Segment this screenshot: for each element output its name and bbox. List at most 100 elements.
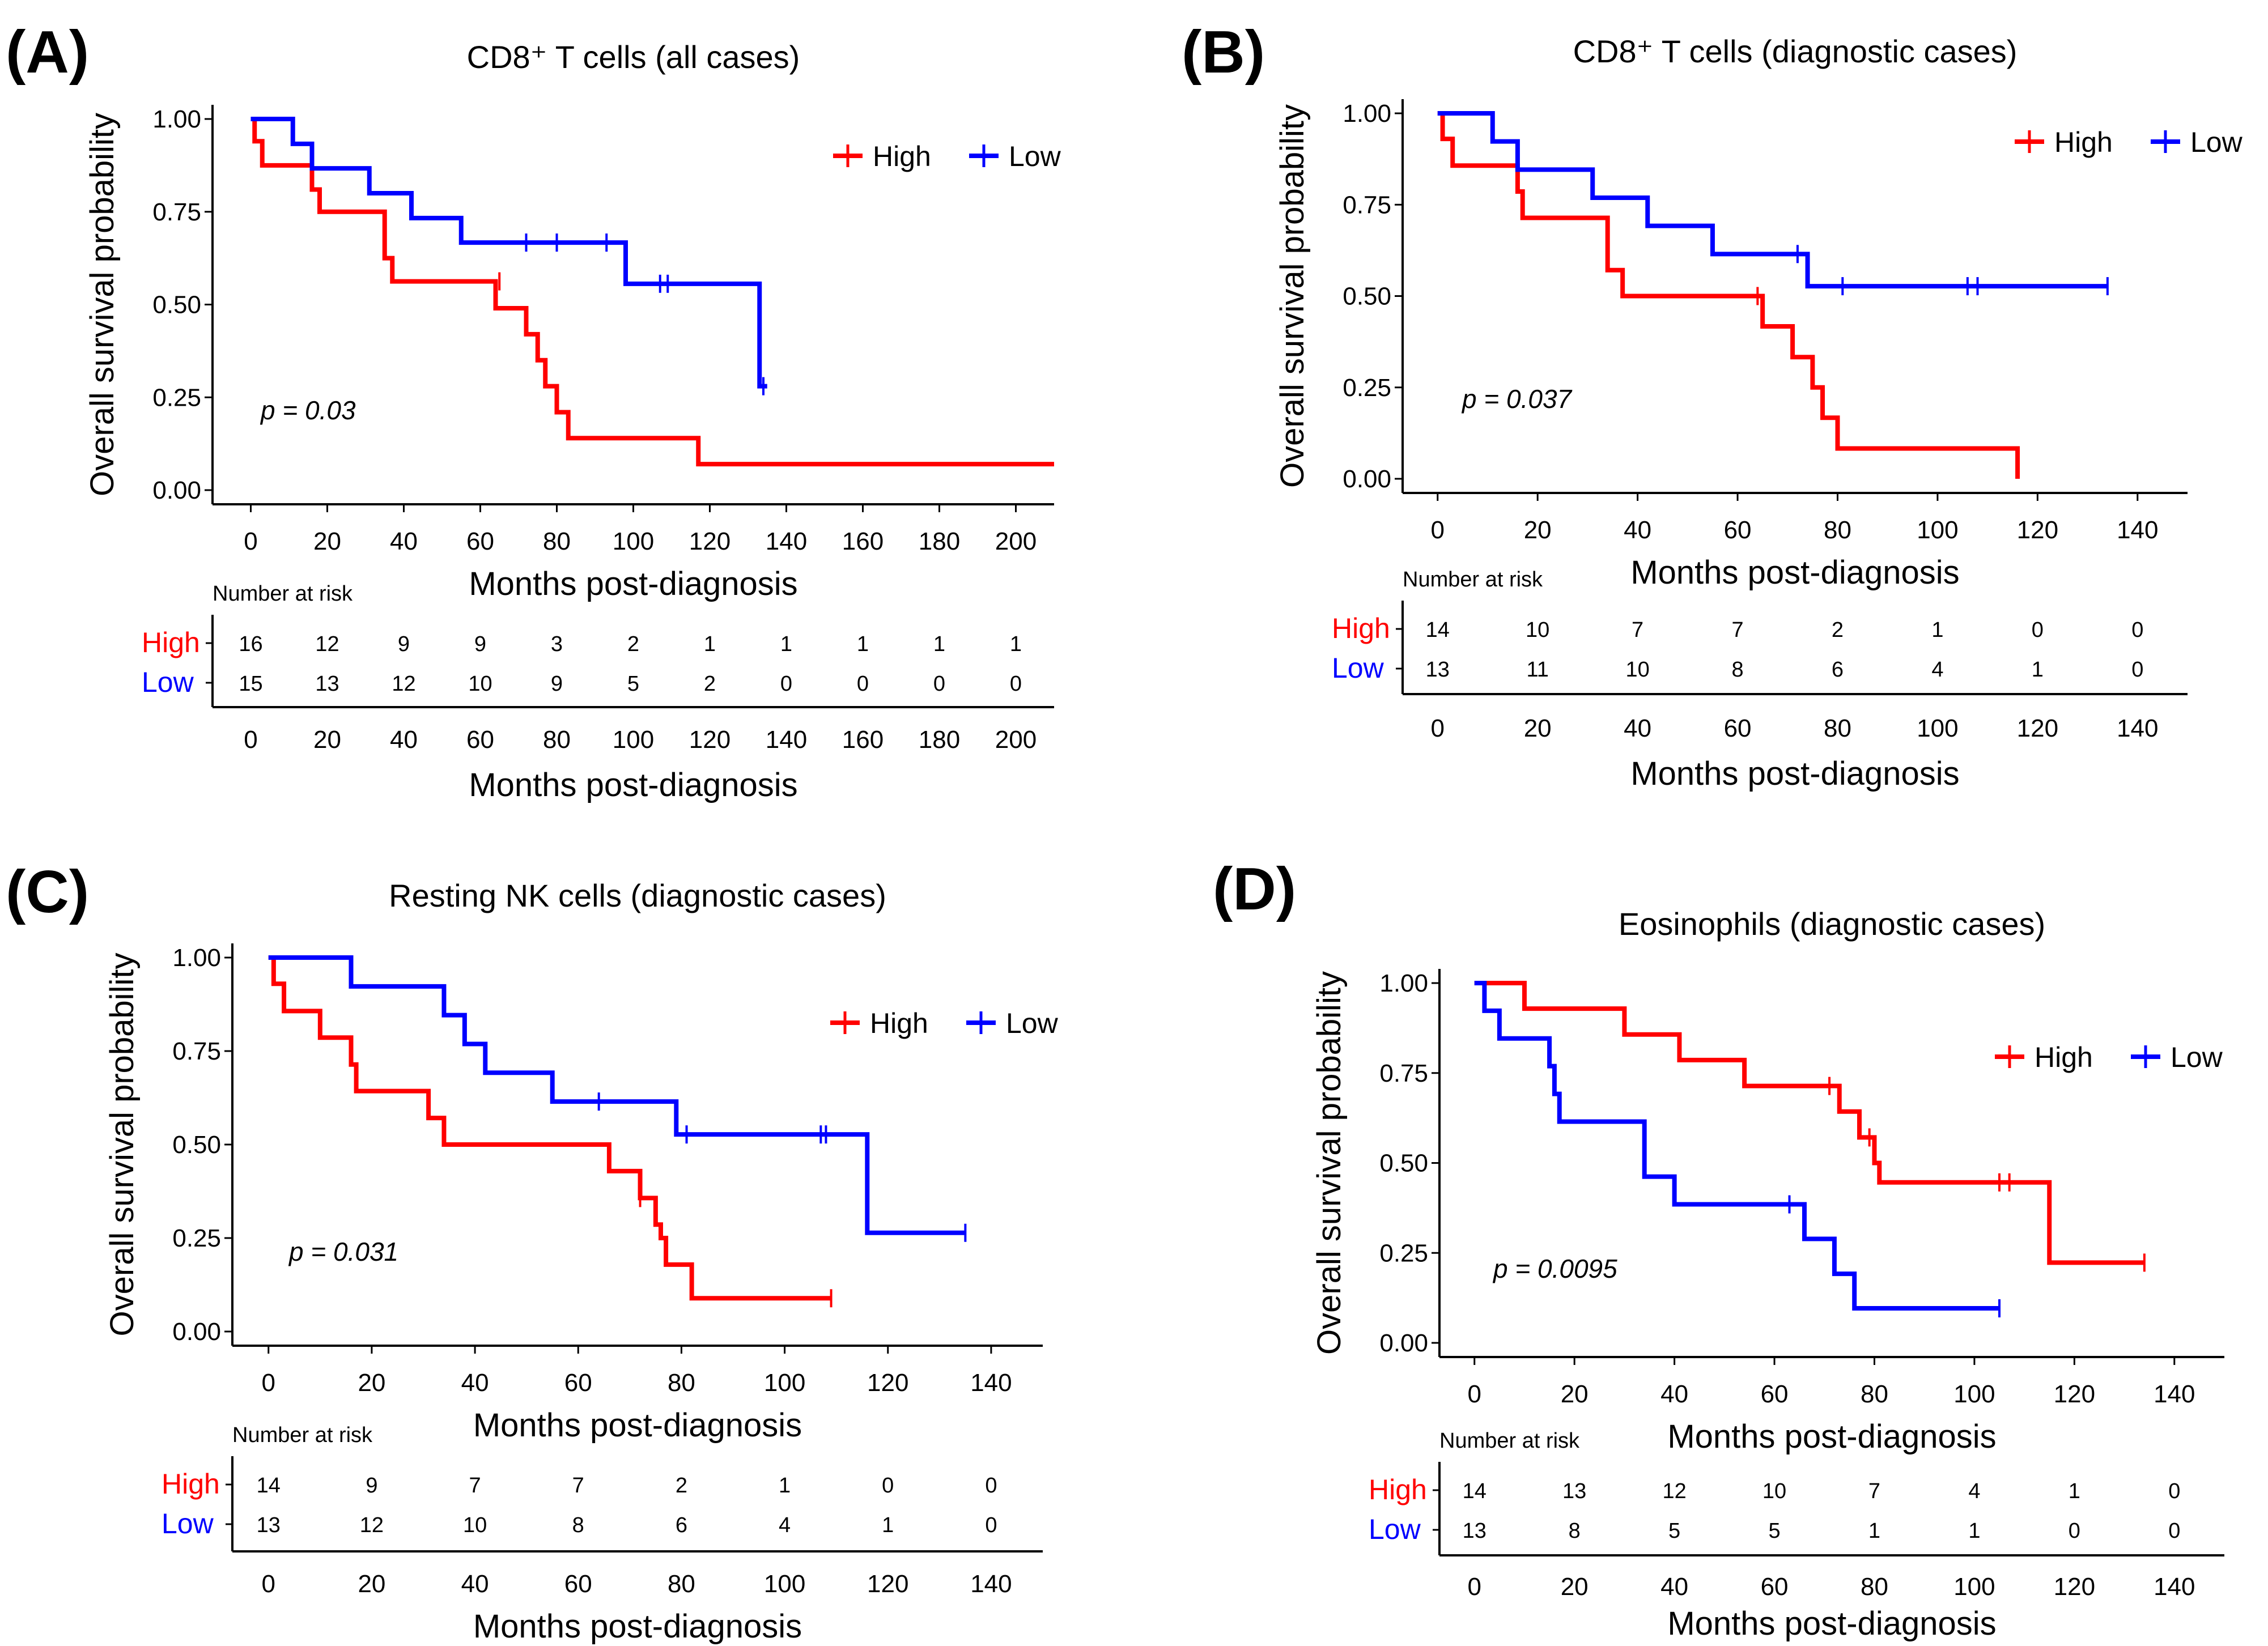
chart-title: Resting NK cells (diagnostic cases) [389,878,886,913]
risk-count-high: 7 [1868,1479,1880,1503]
km-curve-high [268,955,831,1301]
legend-label-low: Low [1006,1007,1059,1039]
risk-row-label-low: Low [142,666,194,698]
legend-label-high: High [870,1007,928,1039]
panel-d: (D) Eosinophils (diagnostic cases) 0.00 0.2… [1213,856,2224,1642]
risk-count-low: 6 [1832,658,1844,682]
risk-x-tick-label: 60 [1761,1573,1789,1601]
risk-x-tick-label: 100 [1953,1573,1995,1601]
risk-x-tick-label: 20 [1524,714,1552,742]
x-tick-label: 80 [1861,1380,1888,1408]
risk-row-label-high: High [162,1468,220,1500]
x-tick-label: 20 [1524,516,1552,544]
risk-row-label-low: Low [1332,652,1384,684]
risk-count-high: 16 [239,632,262,656]
panel-a: (A) CD8⁺ T cells (all cases) 0.00 0.25 0.50 0… [6,19,1061,803]
panel-letter: (C) [6,858,89,925]
risk-count-low: 0 [857,672,869,696]
legend-label-high: High [2035,1041,2093,1073]
y-tick-label: 0.00 [172,1318,221,1346]
risk-count-high: 0 [882,1474,894,1498]
risk-count-low: 1 [882,1513,894,1537]
y-tick-label: 0.25 [172,1224,221,1252]
x-tick-label: 80 [1824,516,1851,544]
y-axis-label: Overall survival probability [1274,104,1311,488]
risk-count-high: 1 [2069,1479,2080,1503]
risk-count-low: 8 [572,1513,584,1537]
risk-count-low: 13 [1426,658,1450,682]
x-tick-label: 20 [1561,1380,1589,1408]
risk-count-high: 14 [1463,1479,1486,1503]
x-tick-label: 20 [313,528,341,555]
risk-x-tick-label: 20 [358,1570,385,1598]
x-tick-label: 120 [689,528,730,555]
legend-label-low: Low [2190,126,2243,158]
risk-row-label-low: Low [162,1508,214,1539]
panel-letter: (D) [1213,856,1296,922]
risk-count-low: 0 [985,1513,997,1537]
y-tick-label: 1.00 [1379,969,1428,997]
p-value: p = 0.0095 [1492,1254,1617,1283]
y-tick-label: 0.25 [1379,1239,1428,1267]
legend-label-low: Low [2171,1041,2223,1073]
legend-label-high: High [2054,126,2113,158]
risk-count-high: 0 [2168,1479,2180,1503]
risk-count-low: 1 [2032,658,2044,682]
x-axis-label: Months post-diagnosis [473,1407,802,1444]
risk-x-tick-label: 100 [613,726,654,754]
x-tick-label: 0 [1431,516,1445,544]
risk-count-low: 1 [1968,1519,1980,1543]
x-tick-label: 40 [1624,516,1651,544]
risk-count-high: 7 [469,1474,481,1498]
km-curve-high [1474,981,2144,1265]
risk-count-high: 7 [572,1474,584,1498]
risk-count-high: 12 [1662,1479,1686,1503]
panel-b: (B) CD8⁺ T cells (diagnostic cases) 0.00 0.… [1182,19,2243,792]
p-value: p = 0.037 [1461,384,1573,414]
risk-x-tick-label: 80 [543,726,571,754]
x-tick-label: 200 [995,528,1037,555]
legend-label-low: Low [1009,141,1061,172]
x-axis-label: Months post-diagnosis [1630,554,1959,591]
risk-x-tick-label: 120 [2054,1573,2095,1601]
risk-count-low: 4 [779,1513,791,1537]
y-tick-label: 1.00 [152,105,201,133]
risk-x-tick-label: 40 [461,1570,489,1598]
y-axis-label: Overall survival probability [104,953,141,1337]
risk-count-low: 9 [551,672,563,696]
risk-x-tick-label: 0 [1431,714,1445,742]
y-axis-label: Overall survival probability [84,113,121,496]
risk-x-axis-label: Months post-diagnosis [473,1608,802,1645]
x-tick-label: 80 [543,528,571,555]
risk-count-high: 14 [1426,618,1450,642]
x-tick-label: 140 [766,528,807,555]
risk-count-high: 1 [780,632,792,656]
risk-count-high: 7 [1731,618,1743,642]
risk-count-low: 0 [2069,1519,2080,1543]
risk-row-label-high: High [142,627,200,658]
x-tick-label: 100 [1953,1380,1995,1408]
x-tick-label: 0 [262,1369,275,1397]
km-curve-low [1474,981,2000,1311]
y-tick-label: 0.50 [172,1131,221,1159]
y-tick-label: 1.00 [172,944,221,972]
risk-count-low: 5 [1668,1519,1680,1543]
risk-count-low: 0 [933,672,945,696]
risk-count-low: 12 [360,1513,384,1537]
risk-row-label-high: High [1332,613,1390,644]
risk-count-low: 12 [392,672,415,696]
x-tick-label: 140 [2117,516,2158,544]
risk-x-axis-label: Months post-diagnosis [1667,1605,1996,1642]
risk-x-tick-label: 60 [1724,714,1752,742]
panel-c: (C) Resting NK cells (diagnostic cases) 0.… [6,858,1059,1645]
x-tick-label: 40 [390,528,418,555]
y-tick-label: 0.75 [152,198,201,226]
risk-count-high: 12 [315,632,339,656]
risk-table-header: Number at risk [1403,568,1543,592]
risk-count-high: 10 [1762,1479,1786,1503]
risk-count-high: 9 [398,632,410,656]
risk-count-low: 11 [1526,658,1548,682]
risk-count-high: 1 [1931,618,1943,642]
risk-x-tick-label: 200 [995,726,1037,754]
